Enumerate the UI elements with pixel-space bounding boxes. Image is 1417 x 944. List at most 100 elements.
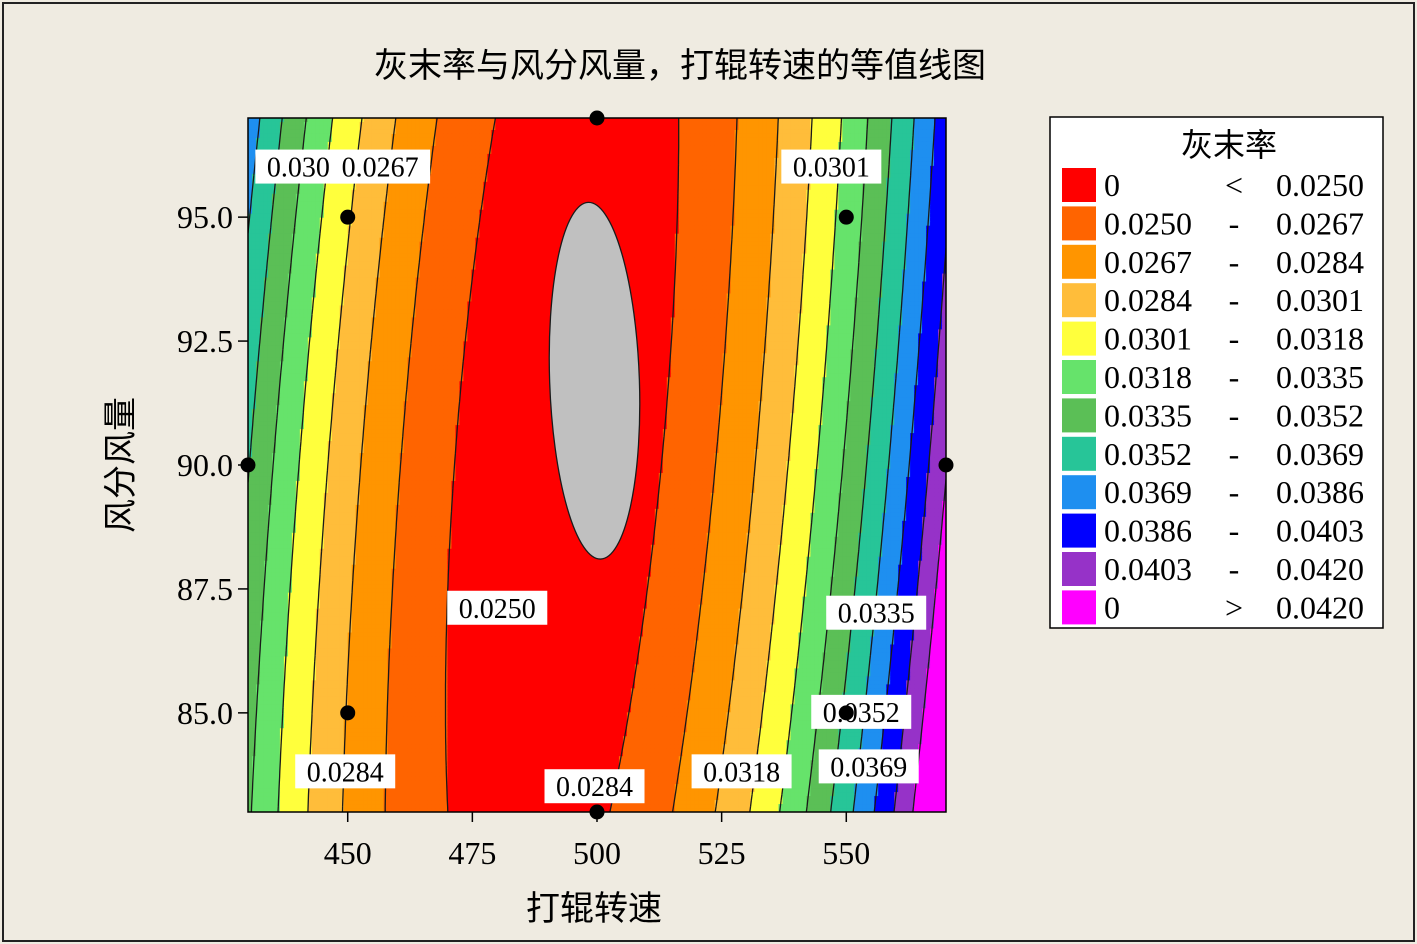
contour-cell — [890, 190, 895, 195]
contour-cell — [543, 170, 548, 175]
contour-cell — [747, 202, 752, 207]
contour-cell — [551, 146, 556, 151]
contour-cell — [364, 194, 369, 199]
contour-cell — [551, 182, 556, 187]
contour-cell — [735, 222, 740, 227]
contour-cell — [447, 150, 452, 155]
contour-cell — [384, 126, 389, 131]
contour-cell — [503, 182, 508, 187]
contour-cell — [619, 134, 624, 139]
contour-cell — [340, 134, 345, 139]
contour-cell — [603, 178, 608, 183]
contour-cell — [778, 122, 783, 127]
contour-cell — [292, 198, 297, 203]
contour-cell — [691, 166, 696, 171]
contour-cell — [866, 186, 871, 191]
contour-cell — [483, 210, 488, 215]
contour-cell — [938, 210, 943, 215]
contour-cell — [886, 122, 891, 127]
contour-cell — [503, 170, 508, 175]
contour-cell — [615, 202, 620, 207]
contour-cell — [759, 154, 764, 159]
contour-cell — [826, 134, 831, 139]
contour-cell — [543, 210, 548, 215]
contour-cell — [356, 198, 361, 203]
contour-cell — [296, 230, 301, 235]
contour-cell — [691, 170, 696, 175]
contour-cell — [914, 134, 919, 139]
contour-cell — [671, 142, 676, 147]
contour-cell — [914, 126, 919, 131]
contour-cell — [511, 218, 516, 223]
contour-cell — [922, 210, 927, 215]
contour-cell — [703, 162, 708, 167]
contour-cell — [372, 130, 377, 135]
contour-cell — [439, 222, 444, 227]
contour-cell — [495, 226, 500, 231]
contour-cell — [755, 126, 760, 131]
contour-cell — [695, 202, 700, 207]
contour-cell — [455, 230, 460, 235]
contour-cell — [507, 178, 512, 183]
contour-cell — [647, 158, 652, 163]
contour-cell — [284, 202, 289, 207]
contour-cell — [914, 214, 919, 219]
contour-cell — [451, 222, 456, 227]
contour-cell — [687, 130, 692, 135]
contour-cell — [388, 214, 393, 219]
contour-cell — [830, 226, 835, 231]
contour-cell — [459, 170, 464, 175]
contour-cell — [663, 158, 668, 163]
contour-cell — [774, 214, 779, 219]
contour-cell — [475, 166, 480, 171]
contour-cell — [894, 222, 899, 227]
contour-cell — [591, 134, 596, 139]
contour-cell — [527, 150, 532, 155]
contour-cell — [659, 150, 664, 155]
contour-cell — [591, 142, 596, 147]
contour-cell — [583, 146, 588, 151]
contour-cell — [651, 198, 656, 203]
contour-cell — [735, 202, 740, 207]
contour-cell — [699, 142, 704, 147]
contour-cell — [531, 222, 536, 227]
contour-cell — [384, 130, 389, 135]
contour-cell — [715, 154, 720, 159]
contour-cell — [723, 210, 728, 215]
contour-cell — [635, 134, 640, 139]
contour-cell — [332, 206, 337, 211]
contour-cell — [256, 222, 261, 227]
contour-cell — [535, 178, 540, 183]
contour-cell — [854, 194, 859, 199]
contour-cell — [747, 210, 752, 215]
contour-cell — [360, 194, 365, 199]
contour-cell — [316, 198, 321, 203]
contour-cell — [563, 190, 568, 195]
contour-cell — [870, 222, 875, 227]
contour-cell — [503, 166, 508, 171]
contour-cell — [431, 226, 436, 231]
contour-cell — [252, 198, 257, 203]
contour-cell — [938, 170, 943, 175]
contour-cell — [400, 190, 405, 195]
contour-cell — [914, 182, 919, 187]
contour-cell — [471, 222, 476, 227]
contour-cell — [759, 142, 764, 147]
contour-cell — [503, 158, 508, 163]
contour-cell — [519, 226, 524, 231]
contour-cell — [898, 218, 903, 223]
contour-cell — [328, 210, 333, 215]
contour-cell — [531, 154, 536, 159]
contour-cell — [902, 226, 907, 231]
contour-cell — [495, 194, 500, 199]
contour-cell — [459, 186, 464, 191]
contour-cell — [296, 130, 301, 135]
contour-cell — [655, 150, 660, 155]
contour-cell — [471, 218, 476, 223]
contour-cell — [416, 198, 421, 203]
contour-cell — [276, 210, 281, 215]
contour-cell — [651, 206, 656, 211]
contour-cell — [575, 194, 580, 199]
contour-cell — [715, 134, 720, 139]
contour-cell — [639, 198, 644, 203]
